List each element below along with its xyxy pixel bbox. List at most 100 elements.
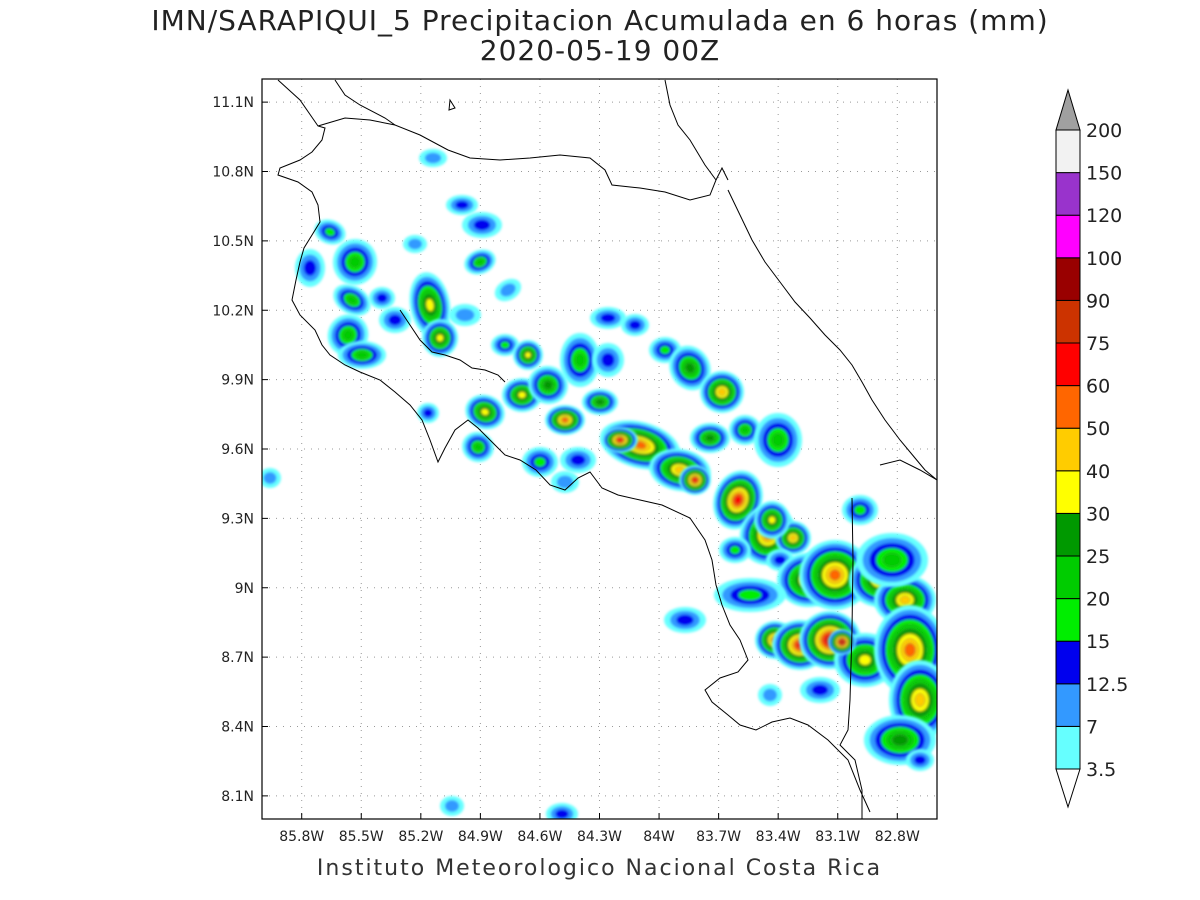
precip-cell bbox=[262, 468, 281, 488]
legend-swatch bbox=[1055, 470, 1081, 514]
precip-cell bbox=[719, 537, 751, 563]
precip-contour bbox=[829, 569, 841, 581]
precip-contour bbox=[705, 434, 715, 442]
precip-contour bbox=[425, 298, 435, 312]
precip-contour bbox=[423, 408, 433, 418]
precip-cell bbox=[464, 249, 496, 275]
precip-contour bbox=[771, 432, 785, 448]
coastline-borders bbox=[277, 79, 937, 819]
precip-cell bbox=[590, 307, 626, 329]
precip-contour bbox=[349, 255, 361, 269]
legend-swatch bbox=[1055, 172, 1081, 216]
lat-tick-label: 9N bbox=[235, 581, 254, 597]
precip-cell bbox=[528, 365, 568, 405]
legend-swatch bbox=[1055, 129, 1081, 174]
precip-contour bbox=[595, 398, 605, 406]
precip-cell bbox=[494, 278, 522, 302]
precip-contour bbox=[543, 380, 553, 390]
precip-contour bbox=[481, 408, 489, 416]
precip-cell bbox=[545, 405, 585, 435]
legend-label: 12.5 bbox=[1086, 674, 1128, 696]
precipitation-field bbox=[262, 149, 937, 819]
precip-cell bbox=[828, 629, 856, 655]
precip-cell bbox=[446, 195, 478, 215]
legend-swatch bbox=[1055, 725, 1081, 770]
precip-cell bbox=[462, 212, 502, 238]
precip-contour bbox=[774, 555, 786, 565]
precip-contour bbox=[904, 643, 916, 657]
legend-swatch bbox=[1055, 214, 1081, 259]
precip-contour bbox=[534, 457, 546, 467]
precip-contour bbox=[729, 545, 741, 555]
precip-cell bbox=[513, 340, 543, 370]
legend-label: 50 bbox=[1086, 418, 1110, 440]
legend-label: 7 bbox=[1086, 716, 1098, 738]
precip-contour bbox=[574, 352, 586, 368]
precip-contour bbox=[676, 614, 694, 626]
precip-contour bbox=[789, 534, 797, 542]
precip-contour bbox=[518, 391, 526, 399]
precip-contour bbox=[891, 734, 909, 746]
lon-tick-label: 84.6W bbox=[517, 829, 562, 845]
legend-label: 200 bbox=[1086, 120, 1122, 142]
precip-contour bbox=[899, 595, 911, 605]
precip-contour bbox=[324, 227, 336, 237]
precip-cell bbox=[754, 501, 790, 539]
precip-cell bbox=[754, 413, 802, 467]
lat-tick-label: 10.5N bbox=[212, 234, 254, 250]
precip-contour bbox=[524, 351, 532, 359]
precip-contour bbox=[436, 334, 444, 342]
lon-tick-label: 85.8W bbox=[279, 829, 324, 845]
precip-cell bbox=[842, 495, 878, 525]
legend-swatch bbox=[1055, 342, 1081, 387]
precip-cell bbox=[621, 314, 649, 336]
lon-tick-label: 82.8W bbox=[875, 829, 920, 845]
precip-cell bbox=[379, 307, 411, 333]
precip-cell bbox=[314, 219, 346, 245]
plot-area bbox=[262, 79, 937, 819]
precip-contour bbox=[914, 693, 926, 707]
lat-tick-label: 8.1N bbox=[221, 789, 254, 805]
legend-label: 3.5 bbox=[1086, 759, 1116, 781]
legend-swatch bbox=[1055, 427, 1081, 472]
precip-cell bbox=[449, 304, 481, 326]
precip-contour bbox=[685, 362, 695, 374]
precip-cell bbox=[582, 389, 618, 415]
precip-cell bbox=[856, 533, 928, 587]
footer-credit: Instituto Meteorologico Nacional Costa R… bbox=[316, 856, 883, 881]
precip-cell bbox=[462, 431, 494, 463]
legend-swatch bbox=[1055, 299, 1081, 344]
legend-over-triangle bbox=[1055, 88, 1081, 131]
precip-contour bbox=[617, 438, 623, 442]
latitude-tick-labels: 11.1N 10.8N 10.5N 10.2N 9.9N 9.6N 9.3N 9N 8.7N 8.… bbox=[212, 95, 254, 805]
lat-tick-label: 9.9N bbox=[221, 373, 254, 389]
precip-cell bbox=[465, 394, 505, 430]
precip-cell bbox=[800, 677, 840, 703]
precip-contour bbox=[424, 152, 442, 164]
precip-cell bbox=[422, 319, 458, 357]
lat-tick-label: 9.3N bbox=[221, 511, 254, 527]
precip-cell bbox=[592, 343, 624, 377]
legend-swatch bbox=[1055, 257, 1081, 301]
precip-contour bbox=[303, 260, 317, 276]
map-subtitle-date: 2020-05-19 00Z bbox=[479, 34, 721, 67]
precip-contour bbox=[355, 351, 369, 359]
lat-tick-label: 8.4N bbox=[221, 720, 254, 736]
precip-contour bbox=[346, 295, 358, 305]
plot-frame bbox=[261, 78, 938, 820]
legend-swatch bbox=[1055, 512, 1081, 557]
precip-cell bbox=[560, 447, 596, 473]
legend-swatch bbox=[1055, 598, 1081, 642]
precip-contour bbox=[840, 640, 844, 644]
precip-cell bbox=[679, 465, 711, 495]
legend-label: 20 bbox=[1086, 589, 1110, 611]
precip-cell bbox=[295, 249, 325, 287]
precip-contour bbox=[455, 200, 469, 210]
precip-contour bbox=[570, 454, 586, 466]
legend-swatch bbox=[1055, 640, 1081, 685]
precip-contour bbox=[768, 516, 776, 524]
legend-swatch bbox=[1055, 385, 1081, 429]
precip-cell bbox=[440, 796, 464, 816]
precip-cell bbox=[333, 284, 371, 316]
precip-contour bbox=[473, 219, 491, 231]
